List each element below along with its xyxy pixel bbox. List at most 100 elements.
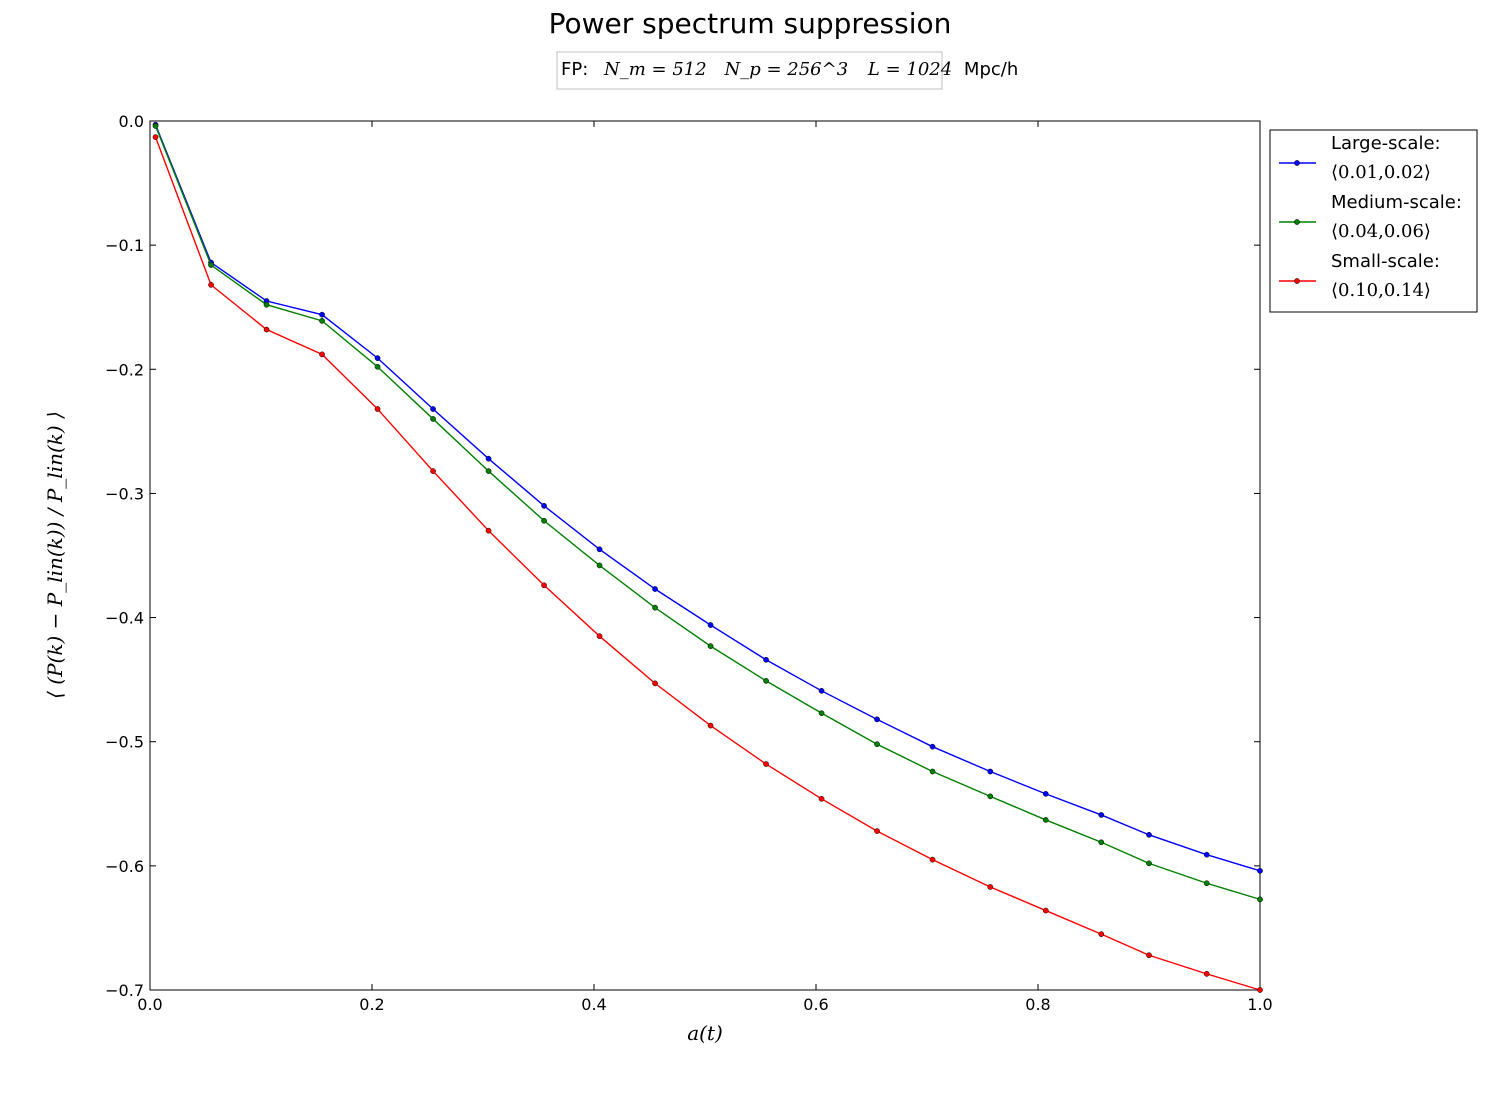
- x-tick-label: 0.0: [137, 995, 162, 1014]
- y-tick-label: −0.4: [105, 609, 144, 628]
- data-point: [652, 604, 658, 611]
- data-point: [818, 795, 825, 802]
- data-point: [707, 643, 714, 649]
- data-point: [987, 884, 994, 890]
- data-point: [374, 363, 381, 370]
- y-tick-label: −0.2: [105, 360, 144, 379]
- data-point: [485, 455, 492, 462]
- x-tick-label: 0.6: [803, 995, 828, 1014]
- data-point: [319, 311, 325, 318]
- data-point: [374, 406, 381, 412]
- data-point: [596, 562, 603, 569]
- series-layer: [152, 121, 1263, 993]
- series-line-2: [154, 125, 1261, 901]
- data-point: [987, 768, 994, 775]
- data-point: [263, 301, 270, 308]
- data-point: [596, 633, 603, 640]
- data-point: [874, 741, 880, 748]
- legend: Large-scale: ⟨0.01,0.02⟩ Medium-scale: ⟨0.0…: [1269, 129, 1478, 313]
- data-point: [818, 687, 825, 694]
- legend-range-3: ⟨0.10,0.14⟩: [1331, 280, 1431, 301]
- data-point: [1203, 880, 1210, 887]
- data-point: [1042, 817, 1049, 823]
- data-point: [1146, 860, 1152, 867]
- data-point: [596, 546, 603, 553]
- data-point: [929, 743, 936, 750]
- x-tick-label: 0.8: [1025, 995, 1050, 1014]
- data-point: [541, 502, 547, 509]
- x-tick-label: 0.2: [359, 995, 384, 1014]
- data-point: [1257, 896, 1263, 903]
- data-point: [1146, 831, 1152, 838]
- subtitle-np: N_p = 256^3: [723, 59, 848, 80]
- data-point: [541, 517, 547, 524]
- data-point: [874, 828, 880, 834]
- data-point: [208, 262, 214, 268]
- data-point: [874, 716, 880, 723]
- y-tick-label: 0.0: [119, 112, 144, 131]
- y-tick-label: −0.6: [105, 857, 144, 876]
- legend-marker: [1294, 219, 1300, 225]
- svg-text:FP: N_m = 512 N_p: FP: N_m = 512 N_p = 256^3 L = 1024 Mpc/h: [561, 59, 1018, 80]
- data-point: [1098, 812, 1105, 818]
- series-line-3: [154, 136, 1261, 991]
- data-point: [1042, 791, 1049, 797]
- data-point: [319, 318, 325, 324]
- legend-label-1: Large-scale:: [1331, 133, 1441, 154]
- data-point: [1203, 971, 1210, 977]
- legend-marker: [1294, 278, 1300, 284]
- subtitle-box: FP: N_m = 512 N_p = 256^3 L = 1024 Mpc/h: [556, 51, 1018, 90]
- data-point: [1203, 851, 1210, 858]
- legend-label-3: Small-scale:: [1331, 251, 1440, 272]
- data-point: [763, 678, 769, 684]
- data-point: [818, 710, 825, 717]
- x-axis-label: a(t): [687, 1021, 723, 1045]
- y-tick-label: −0.5: [105, 733, 144, 752]
- subtitle-unit: Mpc/h: [964, 59, 1018, 80]
- y-tick-label: −0.7: [105, 981, 144, 1000]
- y-axis: 0.0 −0.1 −0.2 −0.3 −0.4 −0.5 −0.6 −0.7: [105, 112, 1260, 1000]
- subtitle-nm: N_m = 512: [603, 59, 707, 80]
- legend-range-2: ⟨0.04,0.06⟩: [1331, 221, 1431, 242]
- data-point: [929, 768, 936, 775]
- data-point: [987, 793, 994, 800]
- data-point: [929, 856, 936, 863]
- legend-label-2: Medium-scale:: [1331, 192, 1462, 213]
- series-line-1: [154, 124, 1261, 872]
- data-point: [707, 622, 714, 628]
- x-tick-label: 0.4: [581, 995, 606, 1014]
- data-point: [152, 123, 159, 129]
- data-point: [485, 468, 492, 474]
- data-point: [319, 351, 325, 358]
- legend-range-1: ⟨0.01,0.02⟩: [1331, 162, 1431, 183]
- data-point: [1257, 867, 1263, 874]
- subtitle-box-size: L = 1024: [867, 59, 952, 80]
- data-point: [430, 468, 436, 474]
- data-point: [1146, 952, 1152, 959]
- x-tick-label: 1.0: [1247, 995, 1272, 1014]
- data-point: [374, 355, 381, 361]
- plot-area: [149, 120, 1261, 991]
- y-axis-label: ⟨ (P(k) − P_lin(k)) / P_lin(k) ⟩: [43, 411, 67, 699]
- data-point: [652, 680, 658, 687]
- data-point: [707, 722, 714, 729]
- data-point: [1257, 987, 1263, 993]
- data-point: [1098, 931, 1105, 937]
- chart-title: Power spectrum suppression: [549, 7, 952, 40]
- data-point: [541, 582, 547, 589]
- data-point: [263, 326, 270, 333]
- data-point: [485, 527, 492, 534]
- data-point: [430, 416, 436, 422]
- data-point: [152, 134, 159, 140]
- data-point: [763, 761, 769, 767]
- data-point: [1098, 839, 1105, 846]
- subtitle-prefix: FP:: [561, 59, 588, 80]
- data-point: [208, 282, 214, 288]
- x-axis: 0.0 0.2 0.4 0.6 0.8 1.0: [137, 121, 1273, 1014]
- data-point: [430, 406, 436, 412]
- legend-marker: [1294, 160, 1300, 166]
- y-tick-label: −0.1: [105, 236, 144, 255]
- data-point: [763, 656, 769, 663]
- data-point: [1042, 907, 1049, 914]
